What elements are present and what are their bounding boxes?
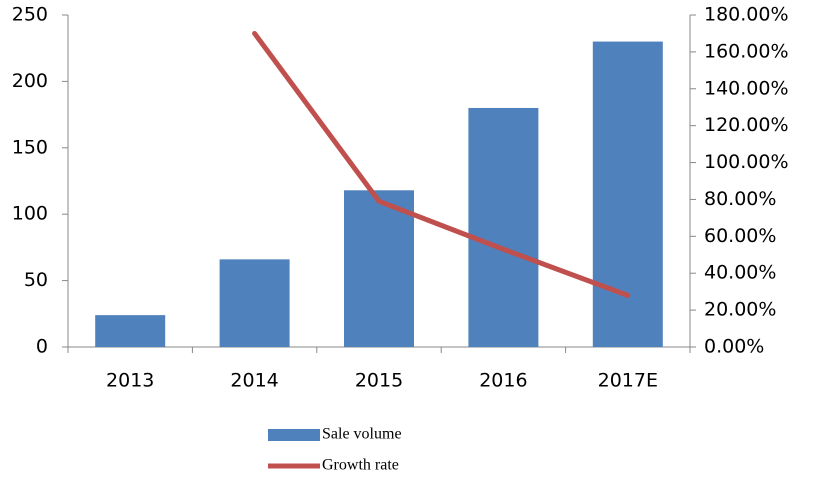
y2-tick-label: 100.00% [704, 151, 789, 173]
y2-tick-label: 20.00% [704, 299, 776, 321]
bar [592, 41, 663, 348]
y-tick-label: 150 [12, 136, 48, 158]
x-tick-label: 2016 [479, 370, 527, 392]
bar [219, 259, 290, 347]
y2-tick-label: 40.00% [704, 262, 776, 284]
y-tick-label: 200 [12, 70, 48, 92]
y2-tick-label: 120.00% [704, 114, 789, 136]
x-tick-label: 2017E [598, 370, 658, 392]
x-tick-label: 2015 [355, 370, 403, 392]
y-tick-label: 0 [36, 336, 48, 358]
y-tick-label: 250 [12, 4, 48, 26]
y2-tick-label: 80.00% [704, 188, 776, 210]
bar [344, 190, 414, 347]
y2-tick-label: 60.00% [704, 225, 776, 247]
y2-tick-label: 160.00% [704, 40, 789, 62]
y2-tick-label: 180.00% [704, 4, 789, 26]
legend-label: Sale volume [322, 426, 402, 443]
y-tick-label: 50 [24, 269, 48, 291]
line [252, 30, 631, 298]
bar [95, 315, 166, 347]
y-tick-label: 100 [12, 203, 48, 225]
x-tick-label: 2013 [106, 370, 154, 392]
legend-label: Growth rate [322, 457, 399, 474]
y2-tick-label: 0.00% [704, 336, 764, 358]
y2-tick-label: 140.00% [704, 77, 789, 99]
legend-swatch [268, 429, 320, 441]
x-tick-label: 2014 [230, 370, 278, 392]
bar [468, 107, 539, 348]
